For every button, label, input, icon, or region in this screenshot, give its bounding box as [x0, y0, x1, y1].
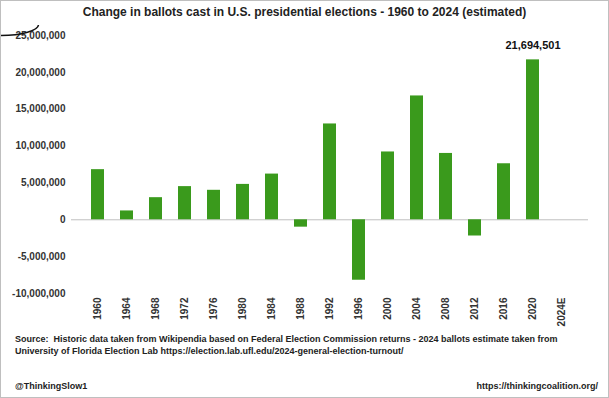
svg-text:1972: 1972: [179, 297, 190, 320]
svg-text:25,000,000: 25,000,000: [15, 30, 65, 41]
svg-text:21,694,501: 21,694,501: [505, 39, 560, 51]
html-text:Historic data taken from Wikip: Historic data taken from Wikipendia base…: [15, 334, 558, 356]
svg-text:2016: 2016: [498, 297, 509, 320]
svg-text:1964: 1964: [121, 297, 132, 320]
svg-text:-5,000,000: -5,000,000: [18, 251, 66, 262]
svg-text:15,000,000: 15,000,000: [15, 103, 65, 114]
svg-text:2008: 2008: [440, 297, 451, 320]
html-text:https://thinkingcoalition.org/: https://thinkingcoalition.org/: [476, 381, 598, 391]
svg-text:1988: 1988: [295, 297, 306, 320]
svg-text:-10,000,000: -10,000,000: [12, 288, 66, 299]
svg-text:0: 0: [60, 214, 66, 225]
svg-text:1984: 1984: [266, 297, 277, 320]
svg-text:2012: 2012: [469, 297, 480, 320]
svg-text:1992: 1992: [324, 297, 335, 320]
svg-text:1960: 1960: [92, 297, 103, 320]
svg-text:5,000,000: 5,000,000: [21, 177, 66, 188]
html-text:@ThinkingSlow1: @ThinkingSlow1: [15, 381, 88, 391]
svg-text:1976: 1976: [208, 297, 219, 320]
svg-text:2020: 2020: [527, 297, 538, 320]
svg-text:2024E: 2024E: [556, 297, 567, 326]
html-text:Change in ballots cast in U.S.: Change in ballots cast in U.S. president…: [82, 5, 527, 19]
svg-text:20,000,000: 20,000,000: [15, 67, 65, 78]
svg-text:2000: 2000: [382, 297, 393, 320]
svg-text:10,000,000: 10,000,000: [15, 140, 65, 151]
svg-text:1996: 1996: [353, 297, 364, 320]
svg-text:1980: 1980: [237, 297, 248, 320]
html-text:Source:: Source:: [15, 334, 49, 344]
svg-text:2004: 2004: [411, 297, 422, 320]
svg-text:1968: 1968: [150, 297, 161, 320]
